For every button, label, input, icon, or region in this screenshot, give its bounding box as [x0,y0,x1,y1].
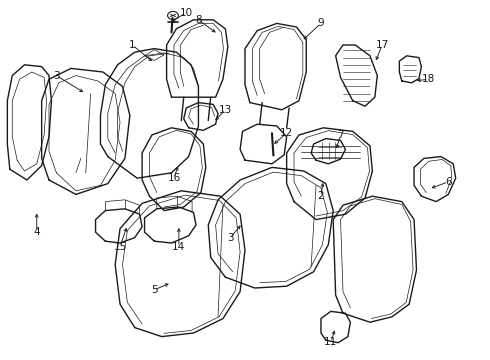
Polygon shape [240,124,287,164]
Text: 16: 16 [167,173,181,183]
Polygon shape [145,50,164,60]
Polygon shape [115,191,245,337]
Text: 9: 9 [318,18,324,28]
FancyBboxPatch shape [166,62,180,68]
Text: 3: 3 [53,71,60,81]
Polygon shape [167,20,228,97]
Polygon shape [321,311,350,343]
Polygon shape [311,139,345,164]
Text: 8: 8 [195,15,202,25]
Polygon shape [399,56,421,83]
Polygon shape [245,23,306,110]
Polygon shape [96,209,142,243]
Text: 2: 2 [318,191,324,201]
Text: 17: 17 [375,40,389,50]
Text: 10: 10 [180,8,193,18]
Polygon shape [100,49,198,178]
Polygon shape [7,65,51,180]
Text: 13: 13 [219,105,232,115]
Polygon shape [184,103,218,130]
Text: 7: 7 [337,130,344,140]
Text: 12: 12 [280,128,294,138]
Polygon shape [42,68,130,194]
Polygon shape [142,128,206,211]
Polygon shape [208,167,333,288]
Text: 15: 15 [113,242,127,252]
Text: 4: 4 [33,227,40,237]
Text: 11: 11 [324,337,338,347]
Polygon shape [145,207,196,243]
Text: 6: 6 [445,177,452,187]
Polygon shape [287,128,372,220]
Text: 1: 1 [129,40,136,50]
Text: 3: 3 [227,233,234,243]
Polygon shape [336,45,377,106]
Polygon shape [414,157,456,202]
Text: 18: 18 [422,74,436,84]
FancyBboxPatch shape [169,73,183,79]
Text: 5: 5 [151,285,158,295]
Text: 14: 14 [172,242,186,252]
Polygon shape [333,196,416,322]
FancyBboxPatch shape [167,68,181,74]
